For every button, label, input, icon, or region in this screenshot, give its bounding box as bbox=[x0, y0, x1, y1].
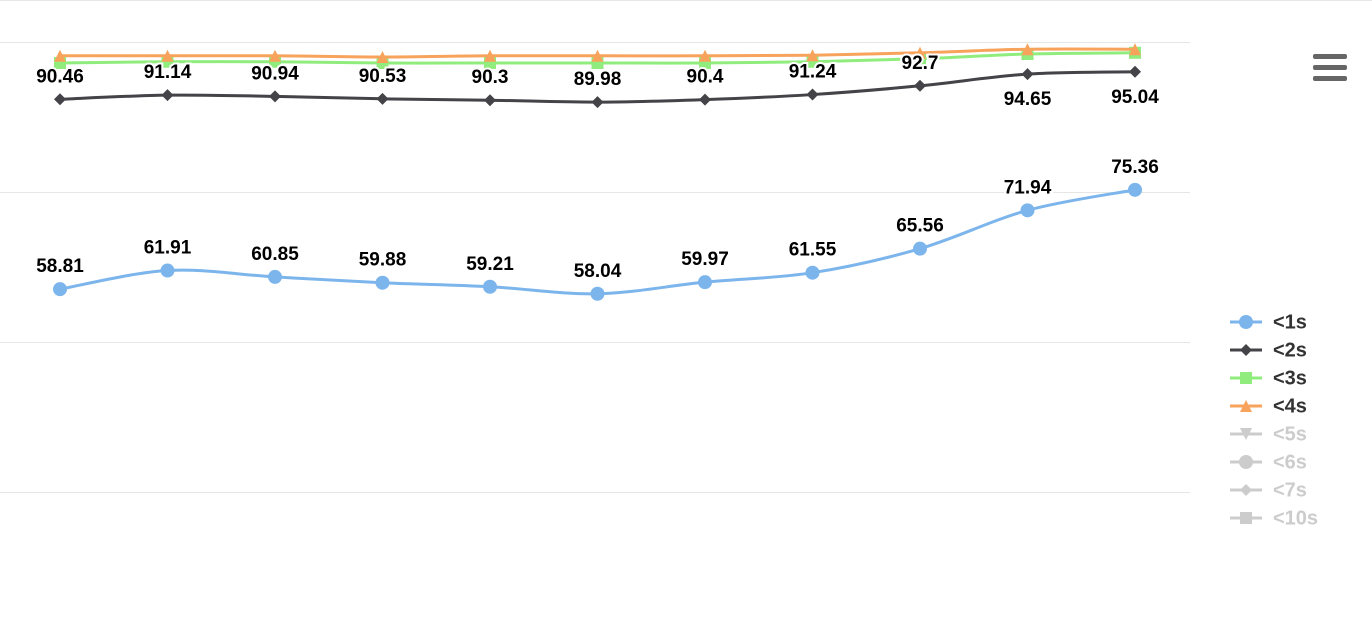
marker bbox=[269, 49, 281, 62]
data-label: 75.36 bbox=[1111, 157, 1159, 178]
marker bbox=[1128, 182, 1142, 197]
data-label: 61.91 bbox=[144, 238, 192, 259]
data-label: 61.55 bbox=[789, 240, 837, 261]
legend-item[interactable]: <3s bbox=[1230, 367, 1307, 389]
marker bbox=[1239, 315, 1253, 329]
legend-label: <3s bbox=[1273, 367, 1307, 389]
marker bbox=[914, 46, 926, 59]
marker bbox=[161, 89, 174, 102]
marker bbox=[484, 49, 496, 62]
marker bbox=[1020, 203, 1035, 218]
marker bbox=[268, 269, 282, 284]
marker bbox=[269, 90, 281, 103]
marker bbox=[376, 51, 389, 63]
marker bbox=[1240, 484, 1252, 496]
marker bbox=[1240, 428, 1252, 440]
legend-item[interactable]: <2s bbox=[1230, 339, 1307, 361]
marker bbox=[913, 241, 927, 256]
data-label: 90.53 bbox=[359, 66, 407, 87]
data-label: 71.94 bbox=[1004, 177, 1052, 198]
marker bbox=[1240, 344, 1252, 356]
legend-label: <2s bbox=[1273, 339, 1307, 361]
data-label: 90.3 bbox=[472, 67, 509, 88]
marker bbox=[53, 282, 67, 297]
series bbox=[54, 43, 1141, 63]
data-label: 89.98 bbox=[574, 69, 622, 90]
marker bbox=[590, 286, 605, 301]
data-label: 91.14 bbox=[144, 62, 192, 83]
menu-bar bbox=[1313, 65, 1347, 70]
legend-item[interactable]: <5s bbox=[1230, 423, 1307, 445]
marker bbox=[1240, 372, 1252, 384]
marker bbox=[1240, 512, 1252, 524]
data-label: 90.46 bbox=[36, 66, 84, 87]
menu-bar bbox=[1313, 54, 1347, 59]
legend-label: <7s bbox=[1273, 479, 1307, 501]
marker bbox=[483, 279, 497, 294]
data-label: 94.65 bbox=[1004, 89, 1052, 110]
marker bbox=[698, 275, 712, 290]
data-label: 92.7 bbox=[902, 53, 939, 74]
data-label: 91.24 bbox=[789, 62, 837, 83]
series bbox=[53, 182, 1142, 301]
legend-label: <4s bbox=[1273, 395, 1307, 417]
marker bbox=[375, 275, 390, 290]
legend-label: <10s bbox=[1273, 507, 1318, 529]
marker bbox=[805, 265, 820, 280]
marker bbox=[914, 79, 926, 92]
menu-button[interactable] bbox=[1313, 54, 1347, 81]
legend-label: <5s bbox=[1273, 423, 1307, 445]
marker bbox=[1240, 400, 1252, 412]
marker bbox=[484, 94, 496, 107]
data-label: 59.21 bbox=[466, 254, 514, 275]
data-label: 59.97 bbox=[681, 249, 729, 270]
legend-item[interactable]: <7s bbox=[1230, 479, 1307, 501]
marker bbox=[699, 93, 711, 106]
marker bbox=[160, 263, 175, 278]
legend-item[interactable]: <4s bbox=[1230, 395, 1307, 417]
data-label: 90.4 bbox=[687, 67, 724, 88]
data-label: 58.81 bbox=[36, 256, 84, 277]
marker bbox=[1021, 68, 1034, 81]
marker bbox=[1129, 43, 1141, 56]
series bbox=[54, 65, 1141, 109]
marker bbox=[54, 93, 66, 106]
marker bbox=[806, 88, 819, 101]
data-label: 60.85 bbox=[251, 244, 299, 265]
data-label: 90.94 bbox=[251, 63, 299, 84]
marker bbox=[806, 49, 819, 62]
data-label: 59.88 bbox=[359, 250, 407, 271]
legend-item[interactable]: <1s bbox=[1230, 311, 1307, 333]
legend-item[interactable]: <6s bbox=[1230, 451, 1307, 473]
marker bbox=[54, 49, 66, 62]
marker bbox=[591, 96, 604, 109]
menu-bar bbox=[1313, 76, 1347, 81]
marker bbox=[376, 92, 389, 105]
marker bbox=[1021, 43, 1034, 56]
marker bbox=[699, 49, 711, 62]
data-label: 65.56 bbox=[896, 216, 944, 237]
legend-label: <6s bbox=[1273, 451, 1307, 473]
marker bbox=[1239, 455, 1253, 469]
data-label: 58.04 bbox=[574, 261, 622, 282]
marker bbox=[591, 49, 604, 62]
legend-label: <1s bbox=[1273, 311, 1307, 333]
marker bbox=[161, 49, 174, 62]
marker bbox=[1129, 65, 1141, 78]
data-label: 95.04 bbox=[1111, 87, 1159, 108]
legend-item[interactable]: <10s bbox=[1230, 507, 1318, 529]
